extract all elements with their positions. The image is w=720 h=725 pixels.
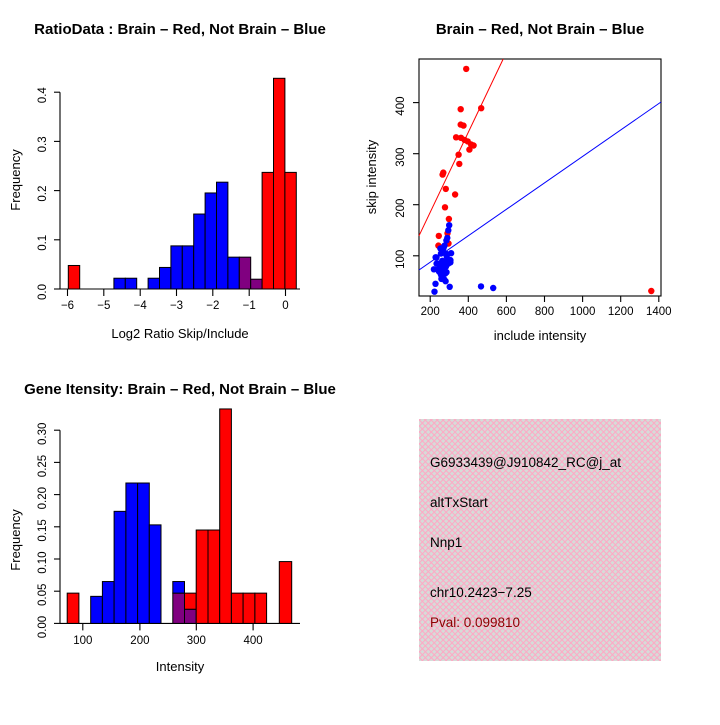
svg-text:0.05: 0.05 (37, 584, 49, 606)
svg-text:1400: 1400 (646, 306, 672, 318)
svg-text:0.0: 0.0 (37, 284, 49, 300)
svg-text:0.3: 0.3 (37, 136, 49, 152)
svg-text:0.15: 0.15 (37, 519, 49, 541)
svg-text:0.25: 0.25 (37, 455, 49, 477)
svg-text:0.20: 0.20 (37, 487, 49, 509)
svg-text:−6: −6 (61, 300, 74, 312)
svg-text:include intensity: include intensity (494, 328, 587, 343)
svg-text:200: 200 (395, 199, 407, 218)
svg-text:0.00: 0.00 (37, 616, 49, 638)
svg-text:0.2: 0.2 (37, 186, 49, 202)
svg-text:1000: 1000 (570, 306, 596, 318)
svg-text:altTxStart: altTxStart (430, 495, 488, 510)
svg-text:RatioData : Brain – Red, Not B: RatioData : Brain – Red, Not Brain – Blu… (34, 21, 326, 38)
svg-text:Brain – Red, Not Brain – Blue: Brain – Red, Not Brain – Blue (436, 21, 644, 38)
svg-text:Pval: 0.099810: Pval: 0.099810 (430, 615, 520, 630)
svg-text:0.10: 0.10 (37, 551, 49, 573)
svg-text:skip intensity: skip intensity (364, 139, 379, 214)
svg-text:−2: −2 (206, 300, 219, 312)
svg-text:0.4: 0.4 (37, 87, 49, 104)
svg-text:−1: −1 (243, 300, 256, 312)
svg-text:100: 100 (73, 635, 92, 647)
svg-text:600: 600 (497, 306, 516, 318)
svg-text:1200: 1200 (608, 306, 634, 318)
svg-text:G6933439@J910842_RC@j_at: G6933439@J910842_RC@j_at (430, 455, 621, 470)
svg-text:200: 200 (130, 635, 149, 647)
svg-text:800: 800 (535, 306, 554, 318)
svg-text:400: 400 (244, 635, 263, 647)
svg-text:Frequency: Frequency (8, 149, 23, 211)
svg-text:−4: −4 (134, 300, 148, 312)
svg-text:0.1: 0.1 (37, 235, 49, 251)
svg-text:chr10.2423−7.25: chr10.2423−7.25 (430, 585, 532, 600)
svg-text:Gene Itensity: Brain – Red, No: Gene Itensity: Brain – Red, Not Brain – … (24, 381, 336, 398)
svg-text:Frequency: Frequency (8, 509, 23, 571)
svg-text:−3: −3 (170, 300, 183, 312)
svg-text:Nnp1: Nnp1 (430, 535, 462, 550)
svg-text:200: 200 (421, 306, 440, 318)
svg-text:Intensity: Intensity (156, 659, 205, 674)
svg-text:400: 400 (395, 97, 407, 116)
svg-text:0: 0 (282, 300, 288, 312)
svg-text:Log2 Ratio Skip/Include: Log2 Ratio Skip/Include (111, 326, 248, 341)
svg-text:400: 400 (459, 306, 478, 318)
svg-text:100: 100 (395, 250, 407, 269)
svg-text:300: 300 (187, 635, 206, 647)
svg-text:−5: −5 (97, 300, 110, 312)
svg-text:300: 300 (395, 148, 407, 167)
svg-text:0.30: 0.30 (37, 423, 49, 445)
